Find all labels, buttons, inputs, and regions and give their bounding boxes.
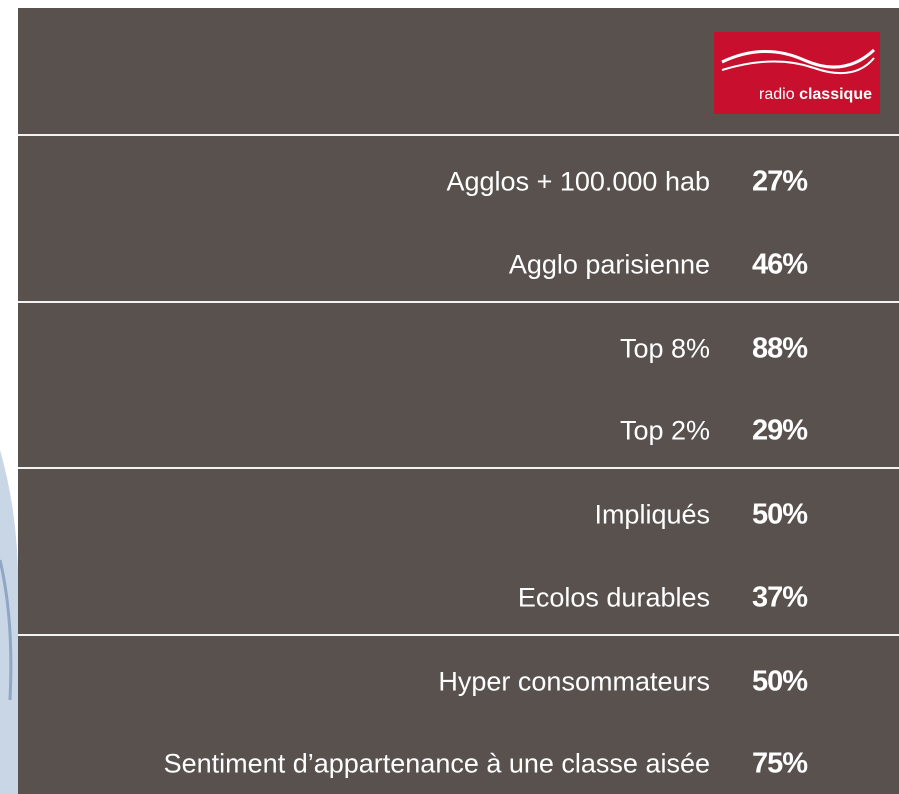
row-label: Top 2% — [619, 415, 710, 446]
logo-text: radio classique — [759, 86, 872, 104]
row-value: 50% — [752, 498, 808, 531]
row-value: 46% — [752, 248, 808, 280]
row-label: Impliqués — [594, 499, 710, 530]
wave — [721, 48, 876, 69]
row-label: Top 8% — [619, 333, 710, 363]
wave — [721, 57, 875, 75]
logo-bold: classique — [799, 86, 872, 103]
panel: radio classique Agglos + 100.000 hab 27% A… — [18, 8, 899, 794]
separator — [18, 633, 899, 636]
row-label: Sentiment d’appartenance à une classe ai… — [163, 748, 710, 779]
row-value: 29% — [752, 414, 808, 447]
row-label: Hyper consommateurs — [438, 666, 710, 696]
logo: radio classique — [714, 32, 880, 114]
row-label: Agglo parisienne — [508, 249, 710, 279]
row-value: 27% — [752, 165, 808, 198]
row-label: Agglos + 100.000 hab — [446, 166, 710, 197]
row-value: 50% — [752, 665, 808, 697]
separator — [18, 134, 899, 136]
logo-waves — [721, 48, 876, 75]
separator — [18, 300, 899, 303]
logo-light: radio — [759, 86, 795, 103]
row-value: 37% — [752, 581, 808, 613]
separator — [18, 467, 899, 469]
row-value: 88% — [752, 332, 808, 364]
row-value: 75% — [752, 747, 808, 780]
shirt-fold — [0, 559, 13, 701]
photo-edge — [0, 450, 19, 794]
row-label: Ecolos durables — [517, 582, 710, 612]
